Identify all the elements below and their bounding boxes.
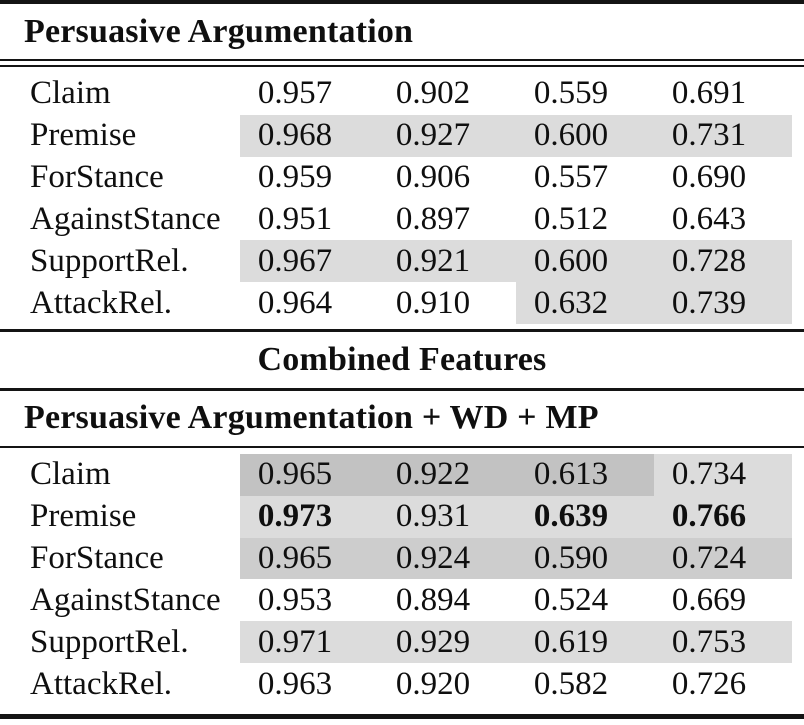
section2-title: Persuasive Argumentation + WD + MP — [24, 399, 599, 436]
rule-under-combined — [0, 388, 804, 391]
row-label: ForStance — [30, 540, 164, 577]
table-row: SupportRel. 0.967 0.921 0.600 0.728 — [0, 240, 804, 283]
value-cell: 0.691 — [671, 75, 747, 112]
value-cell: 0.639 — [516, 495, 654, 538]
table-row: AgainstStance 0.953 0.894 0.524 0.669 — [0, 579, 804, 621]
value-cell: 0.726 — [671, 665, 747, 702]
value-cell: 0.724 — [654, 537, 792, 580]
row-spacer — [792, 240, 804, 282]
value-cell: 0.959 — [257, 159, 333, 196]
row-spacer — [792, 663, 804, 705]
value-cell: 0.643 — [671, 200, 747, 237]
row-spacer — [792, 496, 804, 538]
table-row: Claim 0.965 0.922 0.613 0.734 — [0, 454, 804, 496]
bottom-rule — [0, 714, 804, 719]
value-cell: 0.906 — [395, 159, 471, 196]
value-cell: 0.951 — [257, 200, 333, 237]
value-cell: 0.731 — [654, 114, 792, 157]
value-cell: 0.965 — [240, 537, 378, 580]
row-label: Claim — [30, 75, 111, 112]
value-cell: 0.968 — [240, 114, 378, 157]
value-cell: 0.600 — [516, 240, 654, 283]
row-spacer — [792, 198, 804, 240]
section1-title: Persuasive Argumentation — [24, 12, 414, 50]
value-cell: 0.557 — [533, 159, 609, 196]
value-cell: 0.922 — [378, 454, 516, 496]
row-spacer — [792, 115, 804, 157]
value-cell: 0.894 — [395, 581, 471, 618]
value-cell: 0.897 — [395, 200, 471, 237]
row-spacer — [792, 621, 804, 663]
value-cell: 0.524 — [533, 581, 609, 618]
table-row: ForStance 0.965 0.924 0.590 0.724 — [0, 537, 804, 580]
value-cell: 0.971 — [240, 621, 378, 664]
rule-under-section2-title — [0, 445, 804, 448]
value-cell: 0.600 — [516, 114, 654, 157]
row-label: AttackRel. — [30, 665, 173, 702]
value-cell: 0.690 — [671, 159, 747, 196]
row-spacer — [792, 538, 804, 580]
row-spacer — [792, 579, 804, 621]
row-label: ForStance — [30, 159, 164, 196]
value-cell: 0.582 — [533, 665, 609, 702]
value-cell: 0.734 — [654, 454, 792, 496]
row-label: SupportRel. — [30, 623, 189, 660]
row-spacer — [792, 157, 804, 199]
value-cell: 0.924 — [378, 537, 516, 580]
value-cell: 0.965 — [240, 454, 378, 496]
table-row: Claim 0.957 0.902 0.559 0.691 — [0, 73, 804, 115]
mid-rule — [0, 329, 804, 332]
row-label: Premise — [30, 117, 137, 154]
table-row: AttackRel. 0.964 0.910 0.632 0.739 — [0, 282, 804, 324]
value-cell: 0.973 — [240, 495, 378, 538]
row-label: Premise — [30, 498, 137, 535]
value-cell: 0.728 — [654, 240, 792, 283]
value-cell: 0.559 — [533, 75, 609, 112]
row-label: AttackRel. — [30, 284, 173, 321]
row-label: AgainstStance — [30, 581, 221, 618]
table-row: SupportRel. 0.971 0.929 0.619 0.753 — [0, 621, 804, 664]
value-cell: 0.963 — [257, 665, 333, 702]
value-cell: 0.766 — [654, 495, 792, 538]
value-cell: 0.512 — [533, 200, 609, 237]
value-cell: 0.927 — [378, 114, 516, 157]
table-row: ForStance 0.959 0.906 0.557 0.690 — [0, 157, 804, 199]
row-spacer — [792, 282, 804, 324]
table-row: Premise 0.973 0.931 0.639 0.766 — [0, 495, 804, 538]
value-cell: 0.953 — [257, 581, 333, 618]
value-cell: 0.931 — [378, 495, 516, 538]
row-spacer — [792, 73, 804, 115]
value-cell: 0.921 — [378, 240, 516, 283]
section2-body: Claim 0.965 0.922 0.613 0.734 Premise 0.… — [0, 448, 804, 710]
row-label: SupportRel. — [30, 242, 189, 279]
value-cell: 0.910 — [395, 284, 471, 321]
combined-features-header: Combined Features — [257, 341, 547, 378]
value-cell: 0.957 — [257, 75, 333, 112]
value-cell: 0.632 — [516, 282, 654, 324]
section1-body: Claim 0.957 0.902 0.559 0.691 Premise 0.… — [0, 67, 804, 329]
value-cell: 0.920 — [395, 665, 471, 702]
table-row: AgainstStance 0.951 0.897 0.512 0.643 — [0, 198, 804, 240]
row-label: Claim — [30, 456, 111, 493]
row-label: AgainstStance — [30, 200, 221, 237]
value-cell: 0.753 — [654, 621, 792, 664]
top-rule — [0, 0, 804, 4]
value-cell: 0.739 — [654, 282, 792, 324]
value-cell: 0.964 — [257, 284, 333, 321]
row-spacer — [792, 454, 804, 496]
table-row: AttackRel. 0.963 0.920 0.582 0.726 — [0, 663, 804, 705]
value-cell: 0.619 — [516, 621, 654, 664]
value-cell: 0.669 — [671, 581, 747, 618]
value-cell: 0.590 — [516, 537, 654, 580]
value-cell: 0.967 — [240, 240, 378, 283]
value-cell: 0.902 — [395, 75, 471, 112]
value-cell: 0.613 — [516, 454, 654, 496]
double-rule — [0, 59, 804, 67]
table-row: Premise 0.968 0.927 0.600 0.731 — [0, 114, 804, 157]
value-cell: 0.929 — [378, 621, 516, 664]
